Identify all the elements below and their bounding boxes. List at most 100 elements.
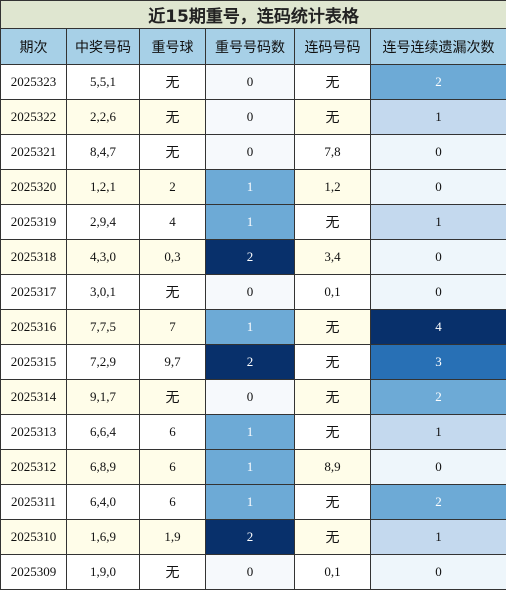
period-cell: 2025314 [1,380,67,415]
winning-numbers-cell: 7,2,9 [67,345,140,380]
consecutive-miss-cell: 1 [371,205,506,240]
consecutive-numbers-cell: 无 [295,65,371,100]
col-header-repeat-count: 重号号码数 [206,29,295,65]
period-cell: 2025321 [1,135,67,170]
repeat-ball-cell: 2 [140,170,206,205]
consecutive-miss-cell: 0 [371,450,506,485]
winning-numbers-cell: 4,3,0 [67,240,140,275]
consecutive-numbers-cell: 无 [295,310,371,345]
repeat-ball-cell: 0,3 [140,240,206,275]
consecutive-miss-cell: 4 [371,310,506,345]
consecutive-numbers-cell: 无 [295,415,371,450]
period-cell: 2025312 [1,450,67,485]
period-cell: 2025317 [1,275,67,310]
repeat-count-cell: 2 [206,345,295,380]
repeat-ball-cell: 1,9 [140,520,206,555]
repeat-ball-cell: 7 [140,310,206,345]
repeat-count-cell: 1 [206,205,295,240]
repeat-count-cell: 1 [206,170,295,205]
period-cell: 2025316 [1,310,67,345]
repeat-ball-cell: 无 [140,135,206,170]
consecutive-miss-cell: 0 [371,240,506,275]
consecutive-miss-cell: 2 [371,380,506,415]
consecutive-numbers-cell: 8,9 [295,450,371,485]
repeat-count-cell: 1 [206,450,295,485]
consecutive-miss-cell: 2 [371,485,506,520]
repeat-count-cell: 0 [206,100,295,135]
consecutive-miss-cell: 3 [371,345,506,380]
col-header-consecutive-numbers: 连码号码 [295,29,371,65]
table-title: 近15期重号，连码统计表格 [1,1,506,29]
period-cell: 2025310 [1,520,67,555]
repeat-count-cell: 1 [206,485,295,520]
period-cell: 2025322 [1,100,67,135]
consecutive-miss-cell: 0 [371,170,506,205]
repeat-count-cell: 1 [206,415,295,450]
repeat-count-cell: 1 [206,310,295,345]
winning-numbers-cell: 1,6,9 [67,520,140,555]
consecutive-numbers-cell: 无 [295,485,371,520]
consecutive-numbers-cell: 无 [295,380,371,415]
winning-numbers-cell: 8,4,7 [67,135,140,170]
consecutive-numbers-cell: 7,8 [295,135,371,170]
col-header-repeat-ball: 重号球 [140,29,206,65]
winning-numbers-cell: 5,5,1 [67,65,140,100]
winning-numbers-cell: 6,6,4 [67,415,140,450]
consecutive-miss-cell: 2 [371,65,506,100]
consecutive-numbers-cell: 3,4 [295,240,371,275]
winning-numbers-cell: 1,9,0 [67,555,140,590]
consecutive-miss-cell: 0 [371,555,506,590]
repeat-ball-cell: 6 [140,450,206,485]
col-header-period: 期次 [1,29,67,65]
repeat-ball-cell: 6 [140,485,206,520]
repeat-ball-cell: 6 [140,415,206,450]
repeat-ball-cell: 无 [140,100,206,135]
period-cell: 2025319 [1,205,67,240]
winning-numbers-cell: 6,4,0 [67,485,140,520]
winning-numbers-cell: 6,8,9 [67,450,140,485]
consecutive-miss-cell: 0 [371,275,506,310]
repeat-ball-cell: 4 [140,205,206,240]
repeat-ball-cell: 9,7 [140,345,206,380]
consecutive-numbers-cell: 无 [295,100,371,135]
repeat-count-cell: 0 [206,135,295,170]
winning-numbers-cell: 3,0,1 [67,275,140,310]
repeat-count-cell: 0 [206,65,295,100]
period-cell: 2025311 [1,485,67,520]
consecutive-numbers-cell: 无 [295,205,371,240]
winning-numbers-cell: 9,1,7 [67,380,140,415]
repeat-ball-cell: 无 [140,380,206,415]
repeat-count-cell: 2 [206,520,295,555]
repeat-count-cell: 0 [206,275,295,310]
period-cell: 2025318 [1,240,67,275]
period-cell: 2025323 [1,65,67,100]
period-cell: 2025309 [1,555,67,590]
winning-numbers-cell: 7,7,5 [67,310,140,345]
consecutive-miss-cell: 0 [371,135,506,170]
consecutive-miss-cell: 1 [371,415,506,450]
period-cell: 2025313 [1,415,67,450]
repeat-ball-cell: 无 [140,555,206,590]
winning-numbers-cell: 2,9,4 [67,205,140,240]
repeat-ball-cell: 无 [140,65,206,100]
column-header-row: 期次 中奖号码 重号球 重号号码数 连码号码 连号连续遗漏次数 [1,29,506,65]
repeat-count-cell: 0 [206,555,295,590]
repeat-count-cell: 2 [206,240,295,275]
winning-numbers-cell: 2,2,6 [67,100,140,135]
consecutive-miss-cell: 1 [371,100,506,135]
